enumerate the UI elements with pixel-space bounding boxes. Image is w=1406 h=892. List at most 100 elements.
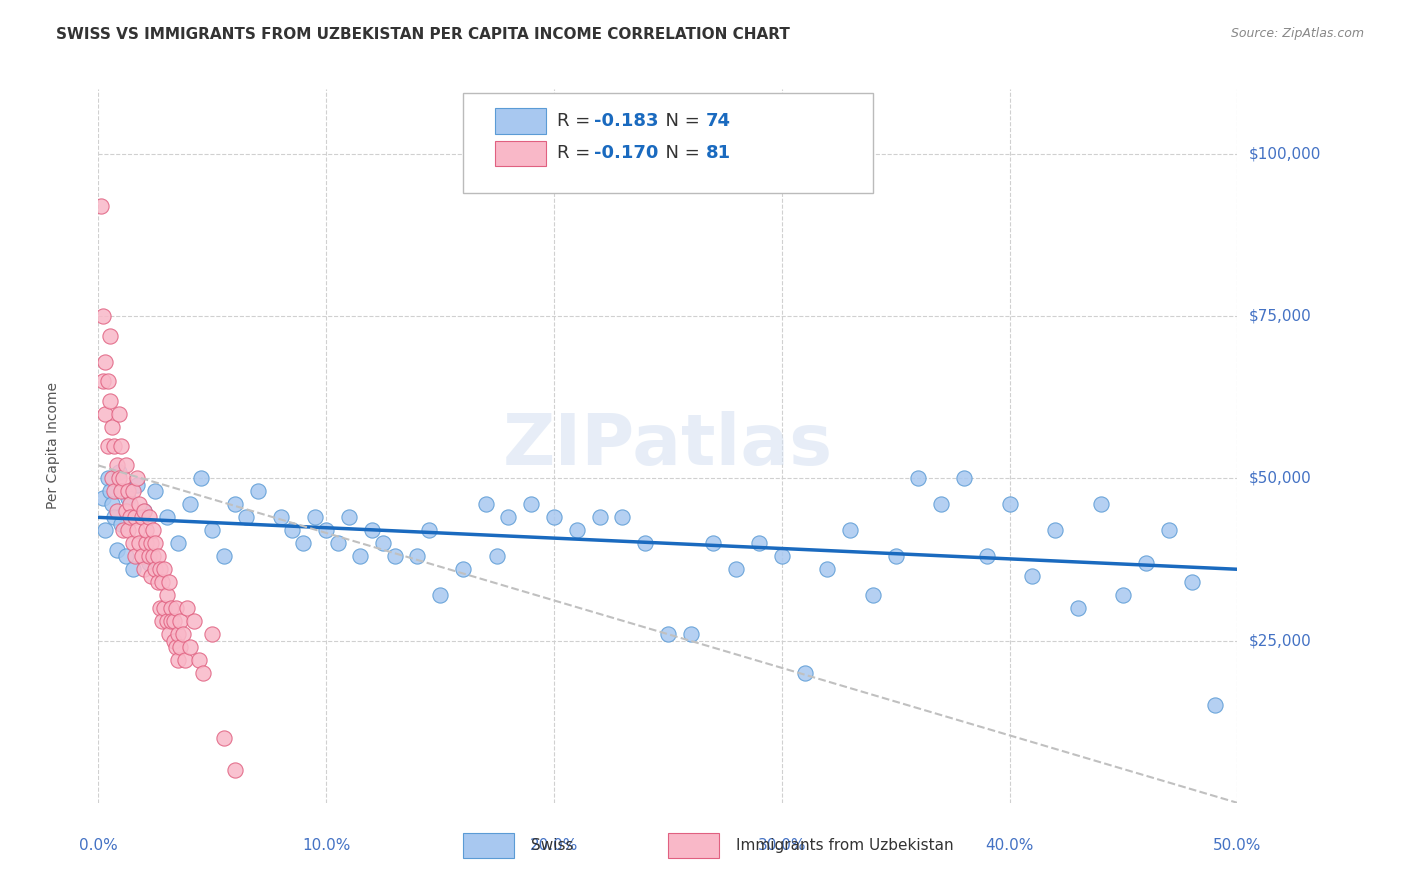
Point	[304, 510, 326, 524]
Point	[1067, 601, 1090, 615]
Point	[117, 524, 139, 538]
Point	[281, 524, 304, 538]
Point	[142, 524, 165, 538]
Point	[146, 575, 169, 590]
Point	[679, 627, 702, 641]
Point	[117, 484, 139, 499]
Point	[187, 653, 209, 667]
Point	[212, 549, 235, 564]
Point	[108, 407, 131, 421]
Point	[108, 465, 131, 479]
Point	[418, 524, 440, 538]
Point	[157, 575, 180, 590]
Point	[110, 484, 132, 499]
Point	[98, 328, 121, 343]
FancyBboxPatch shape	[668, 833, 718, 858]
Point	[292, 536, 315, 550]
Point	[451, 562, 474, 576]
Point	[101, 497, 124, 511]
Point	[770, 549, 793, 564]
Point	[160, 614, 183, 628]
Point	[139, 568, 162, 582]
Text: R =: R =	[557, 112, 596, 130]
Point	[114, 549, 136, 564]
Point	[953, 471, 976, 485]
Point	[91, 374, 114, 388]
Point	[117, 491, 139, 505]
Point	[127, 471, 149, 485]
Point	[315, 524, 337, 538]
Point	[165, 640, 187, 654]
Point	[121, 562, 143, 576]
Point	[486, 549, 509, 564]
Point	[149, 601, 172, 615]
Point	[183, 614, 205, 628]
Point	[976, 549, 998, 564]
Point	[121, 484, 143, 499]
Point	[212, 731, 235, 745]
Point	[748, 536, 770, 550]
Point	[169, 614, 191, 628]
Point	[839, 524, 862, 538]
FancyBboxPatch shape	[495, 109, 546, 134]
Point	[1112, 588, 1135, 602]
Point	[862, 588, 884, 602]
Point	[94, 524, 117, 538]
Point	[145, 536, 167, 550]
Point	[657, 627, 679, 641]
Point	[108, 471, 131, 485]
Point	[498, 510, 520, 524]
Point	[132, 562, 155, 576]
Point	[120, 510, 142, 524]
Point	[101, 419, 124, 434]
Text: Source: ZipAtlas.com: Source: ZipAtlas.com	[1230, 27, 1364, 40]
Point	[702, 536, 724, 550]
Point	[371, 536, 394, 550]
Point	[193, 666, 215, 681]
Point	[160, 601, 183, 615]
Point	[167, 653, 190, 667]
Point	[96, 439, 118, 453]
Point	[235, 510, 257, 524]
Text: -0.183: -0.183	[593, 112, 658, 130]
Point	[103, 484, 125, 499]
Point	[157, 627, 180, 641]
Point	[146, 549, 169, 564]
Point	[112, 524, 135, 538]
Point	[929, 497, 952, 511]
Point	[138, 510, 160, 524]
Point	[131, 549, 153, 564]
Point	[190, 471, 212, 485]
Point	[91, 491, 114, 505]
Point	[94, 407, 117, 421]
Point	[135, 524, 157, 538]
Point	[105, 458, 128, 473]
Point	[588, 510, 610, 524]
Point	[360, 524, 382, 538]
Point	[105, 542, 128, 557]
Point	[110, 439, 132, 453]
Point	[337, 510, 360, 524]
Point	[153, 601, 176, 615]
Point	[91, 310, 114, 324]
Point	[1181, 575, 1204, 590]
Point	[103, 439, 125, 453]
Point	[124, 510, 146, 524]
Text: N =: N =	[654, 145, 706, 162]
Point	[201, 627, 224, 641]
Point	[139, 536, 162, 550]
Point	[167, 627, 190, 641]
Text: $50,000: $50,000	[1249, 471, 1312, 486]
Text: 0.0%: 0.0%	[79, 838, 118, 853]
Point	[124, 549, 146, 564]
Point	[128, 497, 150, 511]
Point	[1021, 568, 1043, 582]
Point	[884, 549, 907, 564]
Point	[224, 764, 246, 778]
Point	[112, 471, 135, 485]
Point	[153, 562, 176, 576]
Point	[120, 497, 142, 511]
Point	[145, 562, 167, 576]
Point	[174, 653, 197, 667]
Point	[1135, 556, 1157, 570]
